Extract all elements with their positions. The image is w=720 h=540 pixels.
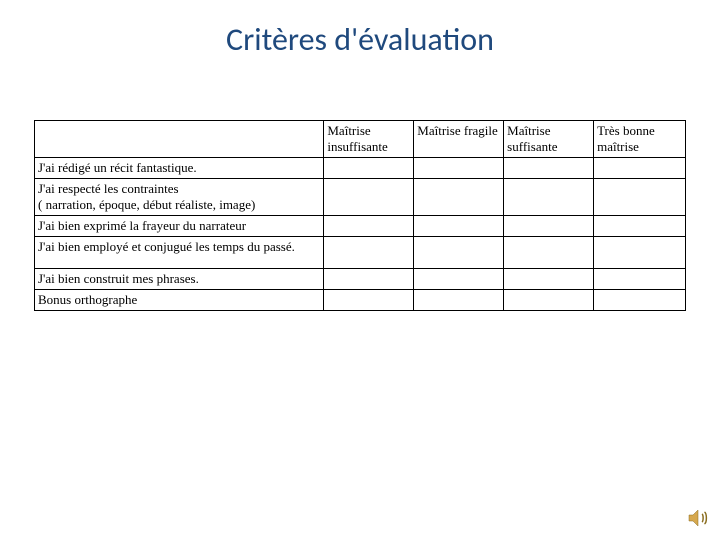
table-row: J'ai rédigé un récit fantastique.: [35, 158, 686, 179]
empty-cell: [324, 290, 414, 311]
empty-cell: [414, 216, 504, 237]
header-level-3: Maîtrise suffisante: [504, 121, 594, 158]
criteria-cell: J'ai rédigé un récit fantastique.: [35, 158, 324, 179]
page-title: Critères d'évaluation: [0, 0, 720, 59]
empty-cell: [504, 237, 594, 269]
header-level-2: Maîtrise fragile: [414, 121, 504, 158]
empty-cell: [414, 158, 504, 179]
criteria-cell: J'ai bien exprimé la frayeur du narrateu…: [35, 216, 324, 237]
empty-cell: [414, 269, 504, 290]
slide: Critères d'évaluation Maîtrise insuffisa…: [0, 0, 720, 540]
empty-cell: [594, 216, 686, 237]
empty-cell: [414, 237, 504, 269]
evaluation-table: Maîtrise insuffisante Maîtrise fragile M…: [34, 120, 686, 311]
header-level-1: Maîtrise insuffisante: [324, 121, 414, 158]
table-row: J'ai respecté les contraintes ( narratio…: [35, 179, 686, 216]
table-row: Bonus orthographe: [35, 290, 686, 311]
table-header-row: Maîtrise insuffisante Maîtrise fragile M…: [35, 121, 686, 158]
empty-cell: [324, 179, 414, 216]
empty-cell: [594, 237, 686, 269]
header-level-4: Très bonne maîtrise: [594, 121, 686, 158]
table-row: J'ai bien construit mes phrases.: [35, 269, 686, 290]
evaluation-table-wrap: Maîtrise insuffisante Maîtrise fragile M…: [34, 120, 686, 311]
empty-cell: [594, 290, 686, 311]
criteria-cell: J'ai bien employé et conjugué les temps …: [35, 237, 324, 269]
criteria-cell: J'ai bien construit mes phrases.: [35, 269, 324, 290]
criteria-cell: J'ai respecté les contraintes ( narratio…: [35, 179, 324, 216]
empty-cell: [504, 158, 594, 179]
empty-cell: [324, 158, 414, 179]
empty-cell: [324, 216, 414, 237]
empty-cell: [414, 290, 504, 311]
criteria-cell: Bonus orthographe: [35, 290, 324, 311]
empty-cell: [504, 269, 594, 290]
empty-cell: [594, 269, 686, 290]
empty-cell: [324, 237, 414, 269]
empty-cell: [504, 179, 594, 216]
empty-cell: [414, 179, 504, 216]
empty-cell: [504, 290, 594, 311]
empty-cell: [504, 216, 594, 237]
empty-cell: [594, 179, 686, 216]
speaker-icon[interactable]: [686, 506, 710, 530]
empty-cell: [594, 158, 686, 179]
header-criteria: [35, 121, 324, 158]
empty-cell: [324, 269, 414, 290]
table-row: J'ai bien employé et conjugué les temps …: [35, 237, 686, 269]
table-row: J'ai bien exprimé la frayeur du narrateu…: [35, 216, 686, 237]
